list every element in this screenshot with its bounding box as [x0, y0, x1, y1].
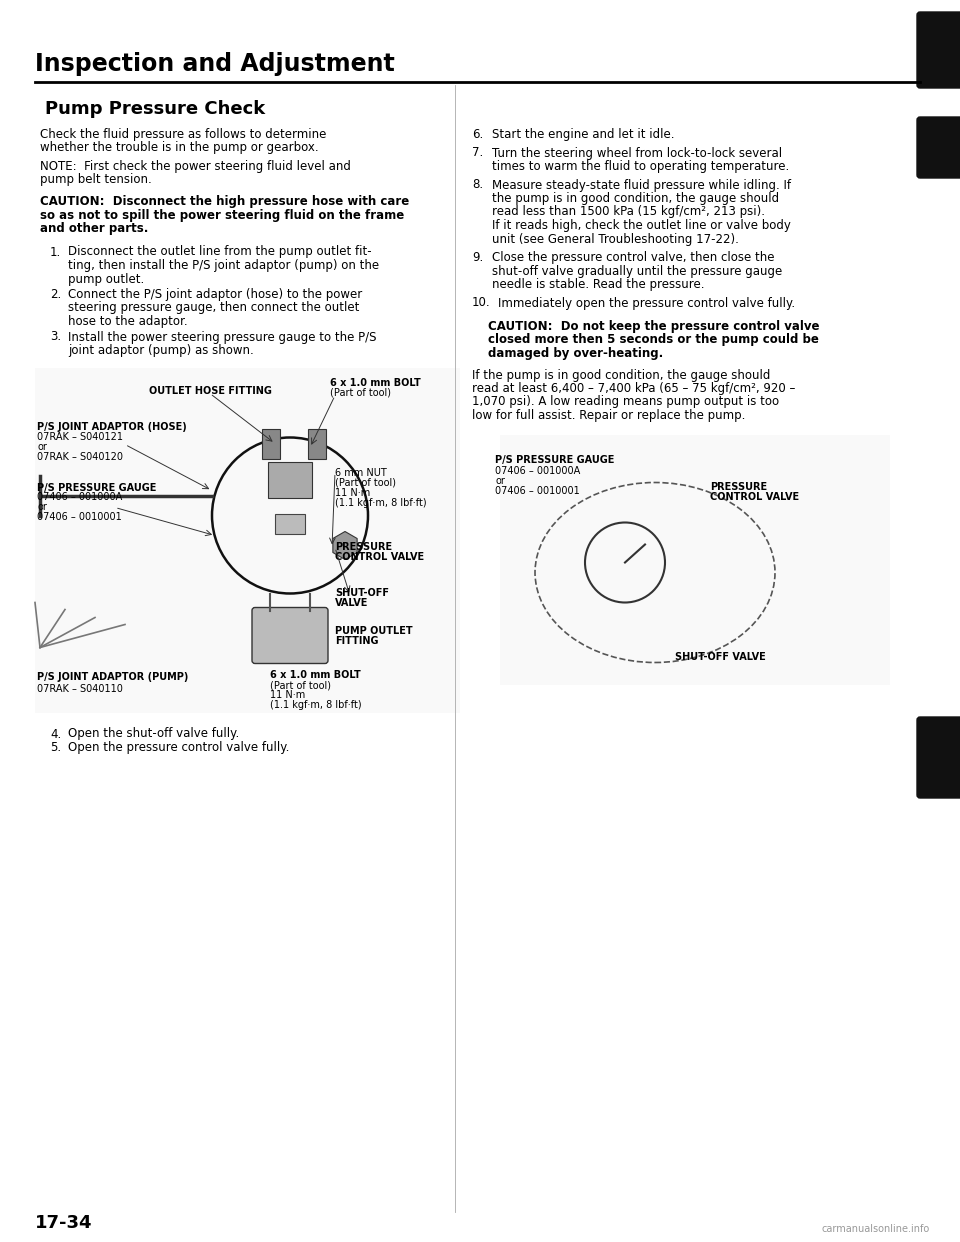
- Text: low for full assist. Repair or replace the pump.: low for full assist. Repair or replace t…: [472, 409, 745, 422]
- FancyBboxPatch shape: [917, 12, 960, 88]
- Bar: [35, 368, 460, 713]
- Text: Turn the steering wheel from lock-to-lock several: Turn the steering wheel from lock-to-loc…: [492, 147, 782, 159]
- Text: 07406 – 001000A: 07406 – 001000A: [37, 493, 122, 503]
- Text: 6 x 1.0 mm BOLT: 6 x 1.0 mm BOLT: [270, 669, 361, 679]
- Text: joint adaptor (pump) as shown.: joint adaptor (pump) as shown.: [68, 344, 253, 356]
- Text: steering pressure gauge, then connect the outlet: steering pressure gauge, then connect th…: [68, 302, 359, 314]
- Text: 11 N·m: 11 N·m: [335, 488, 371, 498]
- Text: 07406 – 001000A: 07406 – 001000A: [495, 466, 580, 476]
- Text: the pump is in good condition, the gauge should: the pump is in good condition, the gauge…: [492, 193, 780, 205]
- Text: CONTROL VALVE: CONTROL VALVE: [710, 493, 799, 503]
- Text: PRESSURE: PRESSURE: [335, 543, 392, 553]
- Text: Close the pressure control valve, then close the: Close the pressure control valve, then c…: [492, 251, 775, 265]
- Text: CONTROL VALVE: CONTROL VALVE: [335, 553, 424, 563]
- Text: CAUTION:  Disconnect the high pressure hose with care: CAUTION: Disconnect the high pressure ho…: [40, 195, 409, 207]
- Text: 10.: 10.: [472, 297, 491, 309]
- Text: 6 mm NUT: 6 mm NUT: [335, 467, 387, 477]
- Text: Install the power steering pressure gauge to the P/S: Install the power steering pressure gaug…: [68, 330, 376, 344]
- Text: 07RAK – S040121: 07RAK – S040121: [37, 432, 123, 442]
- Text: Check the fluid pressure as follows to determine: Check the fluid pressure as follows to d…: [40, 128, 326, 142]
- Text: Open the pressure control valve fully.: Open the pressure control valve fully.: [68, 741, 289, 754]
- Text: 2.: 2.: [50, 288, 61, 301]
- Text: pump outlet.: pump outlet.: [68, 272, 144, 286]
- Text: SHUT-OFF: SHUT-OFF: [335, 587, 389, 597]
- Text: 07RAK – S040110: 07RAK – S040110: [37, 683, 123, 693]
- Bar: [268, 462, 312, 498]
- Bar: [262, 428, 280, 458]
- Text: or: or: [37, 503, 47, 513]
- Text: (1.1 kgf·m, 8 lbf·ft): (1.1 kgf·m, 8 lbf·ft): [335, 498, 426, 508]
- Text: (Part of tool): (Part of tool): [270, 681, 331, 691]
- Text: carmanualsonline.info: carmanualsonline.info: [822, 1225, 930, 1235]
- Text: (Part of tool): (Part of tool): [330, 388, 391, 397]
- Text: P/S PRESSURE GAUGE: P/S PRESSURE GAUGE: [37, 482, 156, 493]
- Text: 4.: 4.: [50, 728, 61, 740]
- Text: (Part of tool): (Part of tool): [335, 477, 396, 488]
- Text: If the pump is in good condition, the gauge should: If the pump is in good condition, the ga…: [472, 369, 770, 381]
- Text: whether the trouble is in the pump or gearbox.: whether the trouble is in the pump or ge…: [40, 142, 319, 154]
- Text: pump belt tension.: pump belt tension.: [40, 174, 152, 186]
- Text: 6 x 1.0 mm BOLT: 6 x 1.0 mm BOLT: [330, 378, 420, 388]
- Text: 6.: 6.: [472, 128, 483, 142]
- Text: NOTE:  First check the power steering fluid level and: NOTE: First check the power steering flu…: [40, 160, 350, 173]
- Text: 11 N·m: 11 N·m: [270, 691, 305, 700]
- Text: CAUTION:  Do not keep the pressure control valve: CAUTION: Do not keep the pressure contro…: [488, 320, 820, 333]
- Text: 1,070 psi). A low reading means pump output is too: 1,070 psi). A low reading means pump out…: [472, 395, 780, 409]
- Text: or: or: [37, 442, 47, 452]
- Text: If it reads high, check the outlet line or valve body: If it reads high, check the outlet line …: [492, 219, 791, 232]
- Text: Open the shut-off valve fully.: Open the shut-off valve fully.: [68, 728, 239, 740]
- Text: 07RAK – S040120: 07RAK – S040120: [37, 452, 123, 462]
- Text: 8.: 8.: [472, 179, 483, 191]
- Text: Disconnect the outlet line from the pump outlet fit-: Disconnect the outlet line from the pump…: [68, 246, 372, 258]
- Text: needle is stable. Read the pressure.: needle is stable. Read the pressure.: [492, 278, 705, 291]
- Text: P/S JOINT ADAPTOR (HOSE): P/S JOINT ADAPTOR (HOSE): [37, 422, 187, 432]
- Text: P/S PRESSURE GAUGE: P/S PRESSURE GAUGE: [495, 455, 614, 465]
- Text: Connect the P/S joint adaptor (hose) to the power: Connect the P/S joint adaptor (hose) to …: [68, 288, 362, 301]
- Text: 3.: 3.: [50, 330, 61, 344]
- Text: Immediately open the pressure control valve fully.: Immediately open the pressure control va…: [498, 297, 795, 309]
- Text: 7.: 7.: [472, 147, 483, 159]
- Text: unit (see General Troubleshooting 17-22).: unit (see General Troubleshooting 17-22)…: [492, 232, 739, 246]
- Text: P/S JOINT ADAPTOR (PUMP): P/S JOINT ADAPTOR (PUMP): [37, 672, 188, 683]
- Text: times to warm the fluid to operating temperature.: times to warm the fluid to operating tem…: [492, 160, 789, 173]
- Text: 1.: 1.: [50, 246, 61, 258]
- Text: read less than 1500 kPa (15 kgf/cm², 213 psi).: read less than 1500 kPa (15 kgf/cm², 213…: [492, 205, 765, 219]
- Text: 9.: 9.: [472, 251, 483, 265]
- Text: Measure steady-state fluid pressure while idling. If: Measure steady-state fluid pressure whil…: [492, 179, 791, 191]
- Text: 07406 – 0010001: 07406 – 0010001: [495, 486, 580, 496]
- Text: hose to the adaptor.: hose to the adaptor.: [68, 315, 187, 328]
- Text: PRESSURE: PRESSURE: [710, 482, 767, 493]
- Text: and other parts.: and other parts.: [40, 222, 149, 235]
- Text: (1.1 kgf·m, 8 lbf·ft): (1.1 kgf·m, 8 lbf·ft): [270, 700, 362, 710]
- Bar: [275, 513, 305, 534]
- Text: FITTING: FITTING: [335, 636, 378, 646]
- Bar: [500, 435, 890, 684]
- Text: read at least 6,400 – 7,400 kPa (65 – 75 kgf/cm², 920 –: read at least 6,400 – 7,400 kPa (65 – 75…: [472, 383, 796, 395]
- Text: shut-off valve gradually until the pressure gauge: shut-off valve gradually until the press…: [492, 265, 782, 277]
- Text: so as not to spill the power steering fluid on the frame: so as not to spill the power steering fl…: [40, 209, 404, 221]
- Text: 17-34: 17-34: [35, 1213, 92, 1232]
- Text: 07406 – 0010001: 07406 – 0010001: [37, 513, 122, 523]
- Text: Pump Pressure Check: Pump Pressure Check: [45, 101, 265, 118]
- FancyBboxPatch shape: [917, 117, 960, 178]
- Text: closed more then 5 seconds or the pump could be: closed more then 5 seconds or the pump c…: [488, 334, 819, 347]
- Text: 5.: 5.: [50, 741, 61, 754]
- Bar: [308, 428, 326, 458]
- Text: OUTLET HOSE FITTING: OUTLET HOSE FITTING: [149, 385, 272, 395]
- FancyBboxPatch shape: [252, 607, 328, 663]
- Text: SHUT-OFF VALVE: SHUT-OFF VALVE: [675, 652, 766, 662]
- Text: ting, then install the P/S joint adaptor (pump) on the: ting, then install the P/S joint adaptor…: [68, 260, 379, 272]
- Text: VALVE: VALVE: [335, 597, 369, 607]
- Text: Start the engine and let it idle.: Start the engine and let it idle.: [492, 128, 675, 142]
- Text: or: or: [495, 476, 505, 486]
- Text: damaged by over-heating.: damaged by over-heating.: [488, 347, 663, 360]
- FancyBboxPatch shape: [917, 717, 960, 799]
- Text: Inspection and Adjustment: Inspection and Adjustment: [35, 52, 395, 76]
- Text: PUMP OUTLET: PUMP OUTLET: [335, 626, 413, 636]
